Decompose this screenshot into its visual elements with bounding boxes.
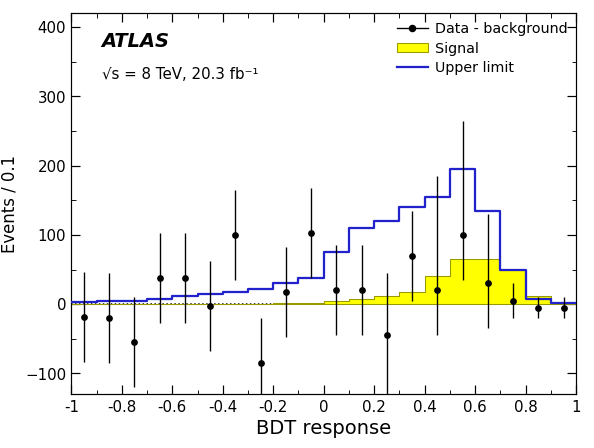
- Y-axis label: Events / 0.1: Events / 0.1: [1, 155, 19, 253]
- X-axis label: BDT response: BDT response: [256, 419, 391, 438]
- Text: √s = 8 TeV, 20.3 fb⁻¹: √s = 8 TeV, 20.3 fb⁻¹: [102, 67, 258, 82]
- Legend: Data - background, Signal, Upper limit: Data - background, Signal, Upper limit: [391, 16, 573, 81]
- Text: ATLAS: ATLAS: [102, 33, 169, 52]
